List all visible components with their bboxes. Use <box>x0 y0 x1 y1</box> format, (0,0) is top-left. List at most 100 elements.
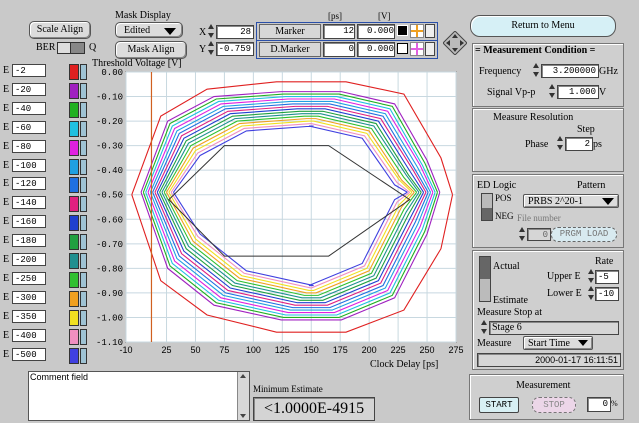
threshold-visibility-toggle[interactable] <box>80 101 87 118</box>
mask-display-select[interactable]: Edited <box>115 22 183 38</box>
file-number-field[interactable]: 0 <box>527 228 551 241</box>
return-to-menu-button[interactable]: Return to Menu <box>470 15 616 37</box>
threshold-value-field[interactable]: -2 <box>12 64 46 77</box>
threshold-visibility-toggle[interactable] <box>80 82 87 99</box>
threshold-value-field[interactable]: -200 <box>12 253 46 266</box>
threshold-visibility-toggle[interactable] <box>80 196 87 213</box>
threshold-visibility-toggle[interactable] <box>80 328 87 345</box>
marker-crosshair-icon[interactable] <box>410 24 424 38</box>
pattern-select[interactable]: PRBS 2^20-1 <box>523 194 619 208</box>
threshold-visibility-toggle[interactable] <box>80 158 87 175</box>
threshold-visibility-toggle[interactable] <box>80 271 87 288</box>
threshold-visibility-toggle[interactable] <box>80 309 87 326</box>
threshold-visibility-toggle[interactable] <box>80 177 87 194</box>
threshold-value-field[interactable]: -350 <box>12 309 46 323</box>
scale-align-button[interactable]: Scale Align <box>29 21 91 39</box>
threshold-color-swatch[interactable] <box>69 290 79 307</box>
x-coordinate-field[interactable]: 28 <box>216 25 254 39</box>
threshold-row[interactable]: E -250 <box>3 270 87 288</box>
threshold-row[interactable]: E -200 <box>3 251 87 269</box>
threshold-row[interactable]: E -20 <box>3 81 87 99</box>
lower-rate-field[interactable]: -10 <box>595 287 619 301</box>
direction-pad-icon[interactable] <box>442 30 468 56</box>
marker-color-icon[interactable] <box>397 25 408 36</box>
threshold-color-swatch[interactable] <box>69 139 79 156</box>
threshold-visibility-toggle[interactable] <box>80 347 87 364</box>
threshold-color-swatch[interactable] <box>69 82 79 99</box>
threshold-color-swatch[interactable] <box>69 234 79 251</box>
threshold-visibility-toggle[interactable] <box>80 215 87 232</box>
dmarker-v-field[interactable]: 0.000 <box>357 42 395 57</box>
threshold-visibility-toggle[interactable] <box>80 253 87 269</box>
lower-spinner-icon[interactable] <box>588 286 594 300</box>
scroll-up-icon[interactable] <box>240 374 246 378</box>
threshold-visibility-toggle[interactable] <box>80 139 87 156</box>
upper-spinner-icon[interactable] <box>588 269 594 283</box>
threshold-color-swatch[interactable] <box>69 101 79 118</box>
threshold-value-field[interactable]: -300 <box>12 290 46 304</box>
threshold-color-swatch[interactable] <box>69 347 79 364</box>
start-button[interactable]: START <box>479 397 519 413</box>
threshold-row[interactable]: E -100 <box>3 157 87 175</box>
threshold-color-swatch[interactable] <box>69 158 79 175</box>
threshold-value-field[interactable]: -400 <box>12 328 46 342</box>
marker-v-field[interactable]: 0.000 <box>357 24 395 39</box>
threshold-visibility-toggle[interactable] <box>80 64 87 80</box>
threshold-color-swatch[interactable] <box>69 177 79 194</box>
threshold-value-field[interactable]: -500 <box>12 347 46 361</box>
threshold-value-field[interactable]: -60 <box>12 120 46 134</box>
signal-spinner-icon[interactable] <box>549 84 555 98</box>
scroll-down-icon[interactable] <box>240 414 246 418</box>
threshold-value-field[interactable]: -140 <box>12 196 46 210</box>
eye-diagram-chart[interactable]: 0.00 -0.10 -0.20 -0.30 -0.40 -0.50 -0.60 -0.70 -… <box>88 66 464 371</box>
threshold-row[interactable]: E -350 <box>3 308 87 326</box>
y-coordinate-field[interactable]: -0.759 <box>216 42 254 56</box>
phase-field[interactable]: 2 <box>565 137 593 151</box>
threshold-visibility-toggle[interactable] <box>80 290 87 307</box>
threshold-row[interactable]: E -500 <box>3 346 87 364</box>
actual-estimate-toggle[interactable] <box>479 256 491 302</box>
threshold-visibility-toggle[interactable] <box>80 120 87 137</box>
dmarker-lock-icon[interactable] <box>425 42 435 56</box>
threshold-value-field[interactable]: -80 <box>12 139 46 153</box>
marker-label[interactable]: Marker <box>259 24 321 39</box>
stage-field[interactable]: Stage 6 <box>489 321 619 335</box>
ed-logic-toggle[interactable] <box>481 193 493 221</box>
threshold-row[interactable]: E -140 <box>3 194 87 213</box>
phase-spinner-icon[interactable] <box>557 136 563 150</box>
threshold-row[interactable]: E -180 <box>3 232 87 251</box>
ber-q-toggle[interactable] <box>57 42 85 54</box>
threshold-color-swatch[interactable] <box>69 196 79 213</box>
y-spinner-icon[interactable] <box>208 41 214 55</box>
threshold-row[interactable]: E -2 <box>3 62 87 80</box>
threshold-row[interactable]: E -160 <box>3 213 87 232</box>
pgm-load-button[interactable]: PRGM LOAD <box>551 227 617 242</box>
comment-field[interactable]: Comment field <box>28 371 250 421</box>
threshold-color-swatch[interactable] <box>69 64 79 80</box>
threshold-row[interactable]: E -40 <box>3 100 87 118</box>
dmarker-color-icon[interactable] <box>397 43 408 54</box>
threshold-value-field[interactable]: -20 <box>12 82 46 96</box>
threshold-value-field[interactable]: -100 <box>12 158 46 172</box>
threshold-color-swatch[interactable] <box>69 215 79 232</box>
stage-spinner-icon[interactable] <box>481 320 487 334</box>
marker-ps-field[interactable]: 12 <box>323 24 355 39</box>
dmarker-crosshair-icon[interactable] <box>410 42 424 56</box>
threshold-color-swatch[interactable] <box>69 328 79 345</box>
start-time-select[interactable]: Start Time <box>523 336 593 350</box>
dmarker-ps-field[interactable]: 0 <box>323 42 355 57</box>
threshold-value-field[interactable]: -180 <box>12 234 46 248</box>
signal-vpp-field[interactable]: 1.000 <box>557 85 599 99</box>
mask-align-button[interactable]: Mask Align <box>115 41 187 59</box>
threshold-value-field[interactable]: -40 <box>12 101 46 115</box>
threshold-visibility-toggle[interactable] <box>80 234 87 251</box>
frequency-spinner-icon[interactable] <box>533 63 539 77</box>
comment-scrollbar[interactable] <box>237 372 249 420</box>
threshold-row[interactable]: E -400 <box>3 327 87 345</box>
threshold-color-swatch[interactable] <box>69 253 79 269</box>
threshold-value-field[interactable]: -250 <box>12 271 46 285</box>
upper-rate-field[interactable]: -5 <box>595 270 619 284</box>
marker-lock-icon[interactable] <box>425 24 435 38</box>
threshold-color-swatch[interactable] <box>69 271 79 288</box>
threshold-row[interactable]: E -120 <box>3 175 87 194</box>
